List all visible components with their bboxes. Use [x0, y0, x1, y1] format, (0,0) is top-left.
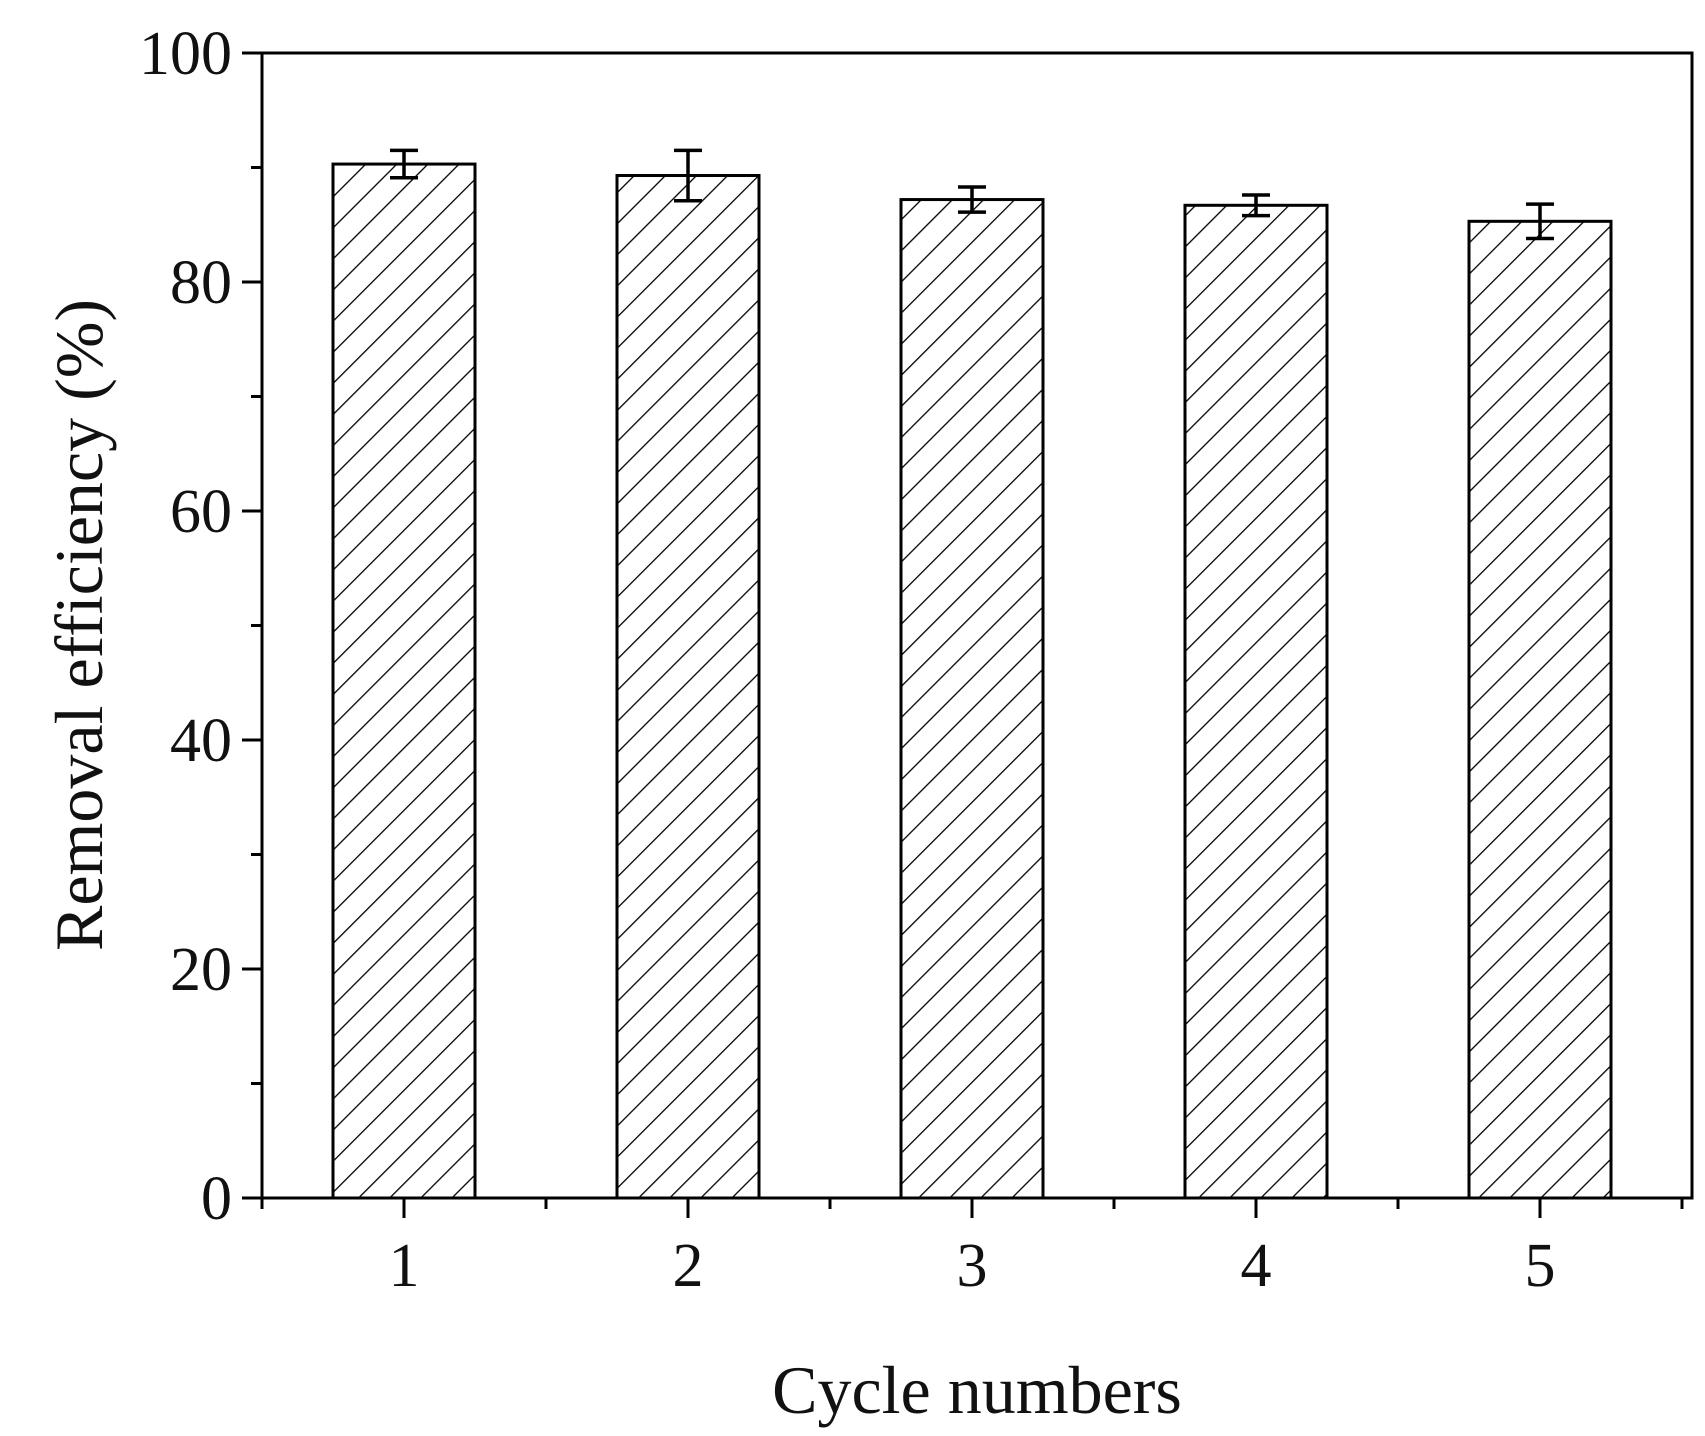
x-tick-label-3: 3: [957, 1232, 988, 1300]
y-axis: 0 20 40 60 80 100: [139, 20, 262, 1233]
x-tick-label-1: 1: [389, 1232, 420, 1300]
x-tick-label-2: 2: [673, 1232, 704, 1300]
x-axis-title: Cycle numbers: [772, 1352, 1182, 1428]
y-tick-label: 0: [201, 1165, 232, 1233]
x-axis: 1 2 3 4 5: [260, 1198, 1684, 1300]
y-tick-label: 100: [139, 20, 232, 88]
error-bars-layer: [390, 148, 1554, 241]
error-bar-cycle-1: [390, 148, 418, 180]
y-tick-label: 80: [170, 249, 232, 317]
x-tick-label-5: 5: [1525, 1232, 1556, 1300]
y-tick-label: 40: [170, 707, 232, 775]
error-bar-cycle-4: [1242, 193, 1270, 218]
bar-cycle-4: [1183, 203, 1329, 1200]
bar-cycle-5: [1467, 219, 1613, 1200]
error-bar-cycle-5: [1526, 202, 1554, 241]
bar-cycle-3: [899, 198, 1045, 1200]
error-bar-cycle-3: [958, 185, 986, 214]
y-tick-label: 60: [170, 478, 232, 546]
bar-cycle-2: [615, 174, 761, 1200]
x-tick-label-4: 4: [1241, 1232, 1272, 1300]
error-bar-cycle-2: [674, 148, 702, 203]
bar-cycle-1: [331, 162, 477, 1200]
y-axis-title: Removal efficiency (%): [41, 299, 117, 951]
y-tick-label: 20: [170, 936, 232, 1004]
bars-layer: [331, 162, 1613, 1200]
